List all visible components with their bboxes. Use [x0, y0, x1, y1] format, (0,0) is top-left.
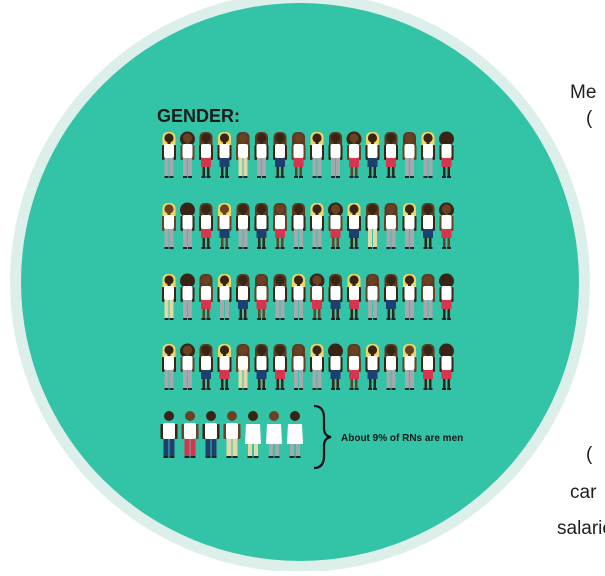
woman-figure	[328, 202, 343, 249]
woman-figure	[421, 274, 435, 320]
woman-figure	[162, 274, 176, 320]
woman-figure	[236, 203, 250, 249]
man-figure	[160, 411, 178, 458]
gender-title: GENDER:	[157, 106, 240, 126]
man-figure	[266, 411, 282, 458]
woman-figure	[402, 203, 417, 249]
woman-figure	[273, 203, 287, 249]
woman-figure	[421, 344, 435, 390]
woman-figure	[273, 132, 287, 178]
woman-figure	[365, 203, 380, 249]
woman-figure	[217, 203, 232, 249]
woman-figure	[439, 343, 454, 390]
woman-figure	[421, 203, 435, 249]
woman-figure	[236, 274, 250, 320]
man-figure	[223, 411, 241, 458]
woman-figure	[162, 203, 176, 249]
woman-figure	[384, 274, 398, 320]
side-text-3: car	[570, 482, 597, 503]
woman-figure	[254, 203, 269, 249]
woman-figure	[217, 132, 232, 178]
woman-figure	[347, 203, 361, 249]
woman-figure	[291, 274, 306, 320]
woman-figure	[180, 343, 195, 390]
woman-figure	[310, 203, 324, 249]
woman-figure	[309, 273, 325, 320]
woman-figure	[217, 274, 232, 320]
woman-figure	[199, 344, 213, 390]
woman-figure	[328, 132, 343, 178]
woman-figure	[384, 344, 398, 390]
man-figure	[245, 411, 261, 458]
woman-figure	[254, 274, 269, 320]
woman-figure	[254, 344, 269, 390]
woman-figure	[328, 343, 343, 390]
side-text-2: (	[586, 444, 593, 465]
men-caption: About 9% of RNs are men	[341, 433, 463, 444]
man-figure	[287, 411, 303, 458]
side-text-0: Me	[570, 82, 597, 103]
woman-figure	[180, 131, 195, 178]
woman-figure	[310, 344, 324, 390]
side-text-1: (	[586, 108, 593, 129]
woman-figure	[384, 203, 398, 249]
woman-figure	[402, 344, 417, 390]
woman-figure	[365, 344, 380, 390]
woman-figure	[236, 132, 250, 178]
side-text-4: salarie	[557, 518, 605, 539]
woman-figure	[365, 132, 380, 178]
woman-figure	[162, 344, 176, 390]
woman-figure	[439, 202, 454, 249]
woman-figure	[421, 132, 435, 178]
man-figure	[181, 411, 199, 458]
woman-figure	[328, 274, 343, 320]
woman-figure	[254, 132, 269, 178]
woman-figure	[199, 274, 213, 320]
figures	[160, 131, 454, 458]
woman-figure	[365, 274, 380, 320]
woman-figure	[199, 132, 213, 178]
woman-figure	[439, 273, 454, 320]
woman-figure	[162, 132, 176, 178]
woman-figure	[347, 274, 361, 320]
woman-figure	[291, 344, 306, 390]
man-figure	[202, 411, 220, 458]
woman-figure	[273, 344, 287, 390]
woman-figure	[346, 131, 362, 178]
woman-figure	[439, 131, 454, 178]
woman-figure	[180, 202, 195, 249]
woman-figure	[310, 132, 324, 178]
men-brace	[313, 404, 332, 470]
woman-figure	[291, 132, 306, 178]
woman-figure	[402, 274, 417, 320]
woman-figure	[217, 344, 232, 390]
woman-figure	[199, 203, 213, 249]
woman-figure	[273, 274, 287, 320]
woman-figure	[384, 132, 398, 178]
woman-figure	[291, 203, 306, 249]
woman-figure	[402, 132, 417, 178]
woman-figure	[347, 344, 361, 390]
woman-figure	[180, 273, 195, 320]
woman-figure	[236, 344, 250, 390]
